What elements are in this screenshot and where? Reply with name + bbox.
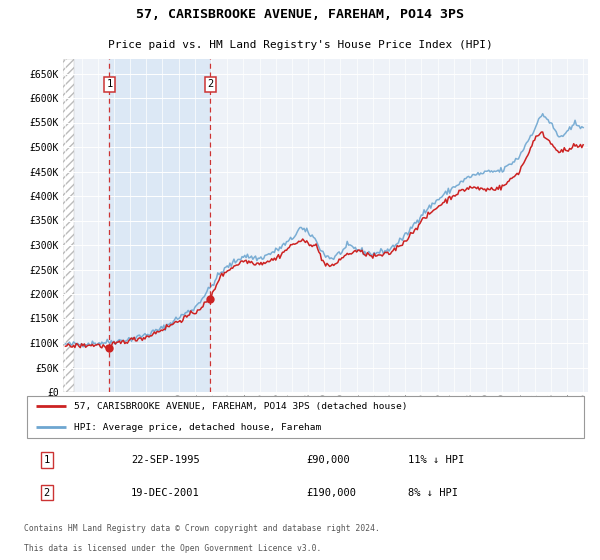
Text: 1: 1 [43, 455, 50, 465]
Text: 8% ↓ HPI: 8% ↓ HPI [407, 488, 458, 497]
Text: HPI: Average price, detached house, Fareham: HPI: Average price, detached house, Fare… [74, 423, 321, 432]
FancyBboxPatch shape [27, 395, 584, 438]
Text: 1: 1 [106, 80, 113, 89]
Text: 57, CARISBROOKE AVENUE, FAREHAM, PO14 3PS: 57, CARISBROOKE AVENUE, FAREHAM, PO14 3P… [136, 8, 464, 21]
Text: 19-DEC-2001: 19-DEC-2001 [131, 488, 200, 497]
Text: 22-SEP-1995: 22-SEP-1995 [131, 455, 200, 465]
Text: 11% ↓ HPI: 11% ↓ HPI [407, 455, 464, 465]
Bar [109, 59, 211, 392]
Text: £90,000: £90,000 [306, 455, 350, 465]
Text: Price paid vs. HM Land Registry's House Price Index (HPI): Price paid vs. HM Land Registry's House … [107, 40, 493, 50]
Text: 2: 2 [207, 80, 214, 89]
Text: Contains HM Land Registry data © Crown copyright and database right 2024.: Contains HM Land Registry data © Crown c… [24, 524, 380, 533]
Text: This data is licensed under the Open Government Licence v3.0.: This data is licensed under the Open Gov… [24, 544, 322, 553]
Polygon shape [63, 59, 74, 392]
Text: 57, CARISBROOKE AVENUE, FAREHAM, PO14 3PS (detached house): 57, CARISBROOKE AVENUE, FAREHAM, PO14 3P… [74, 402, 407, 410]
Text: £190,000: £190,000 [306, 488, 356, 497]
Text: 2: 2 [43, 488, 50, 497]
